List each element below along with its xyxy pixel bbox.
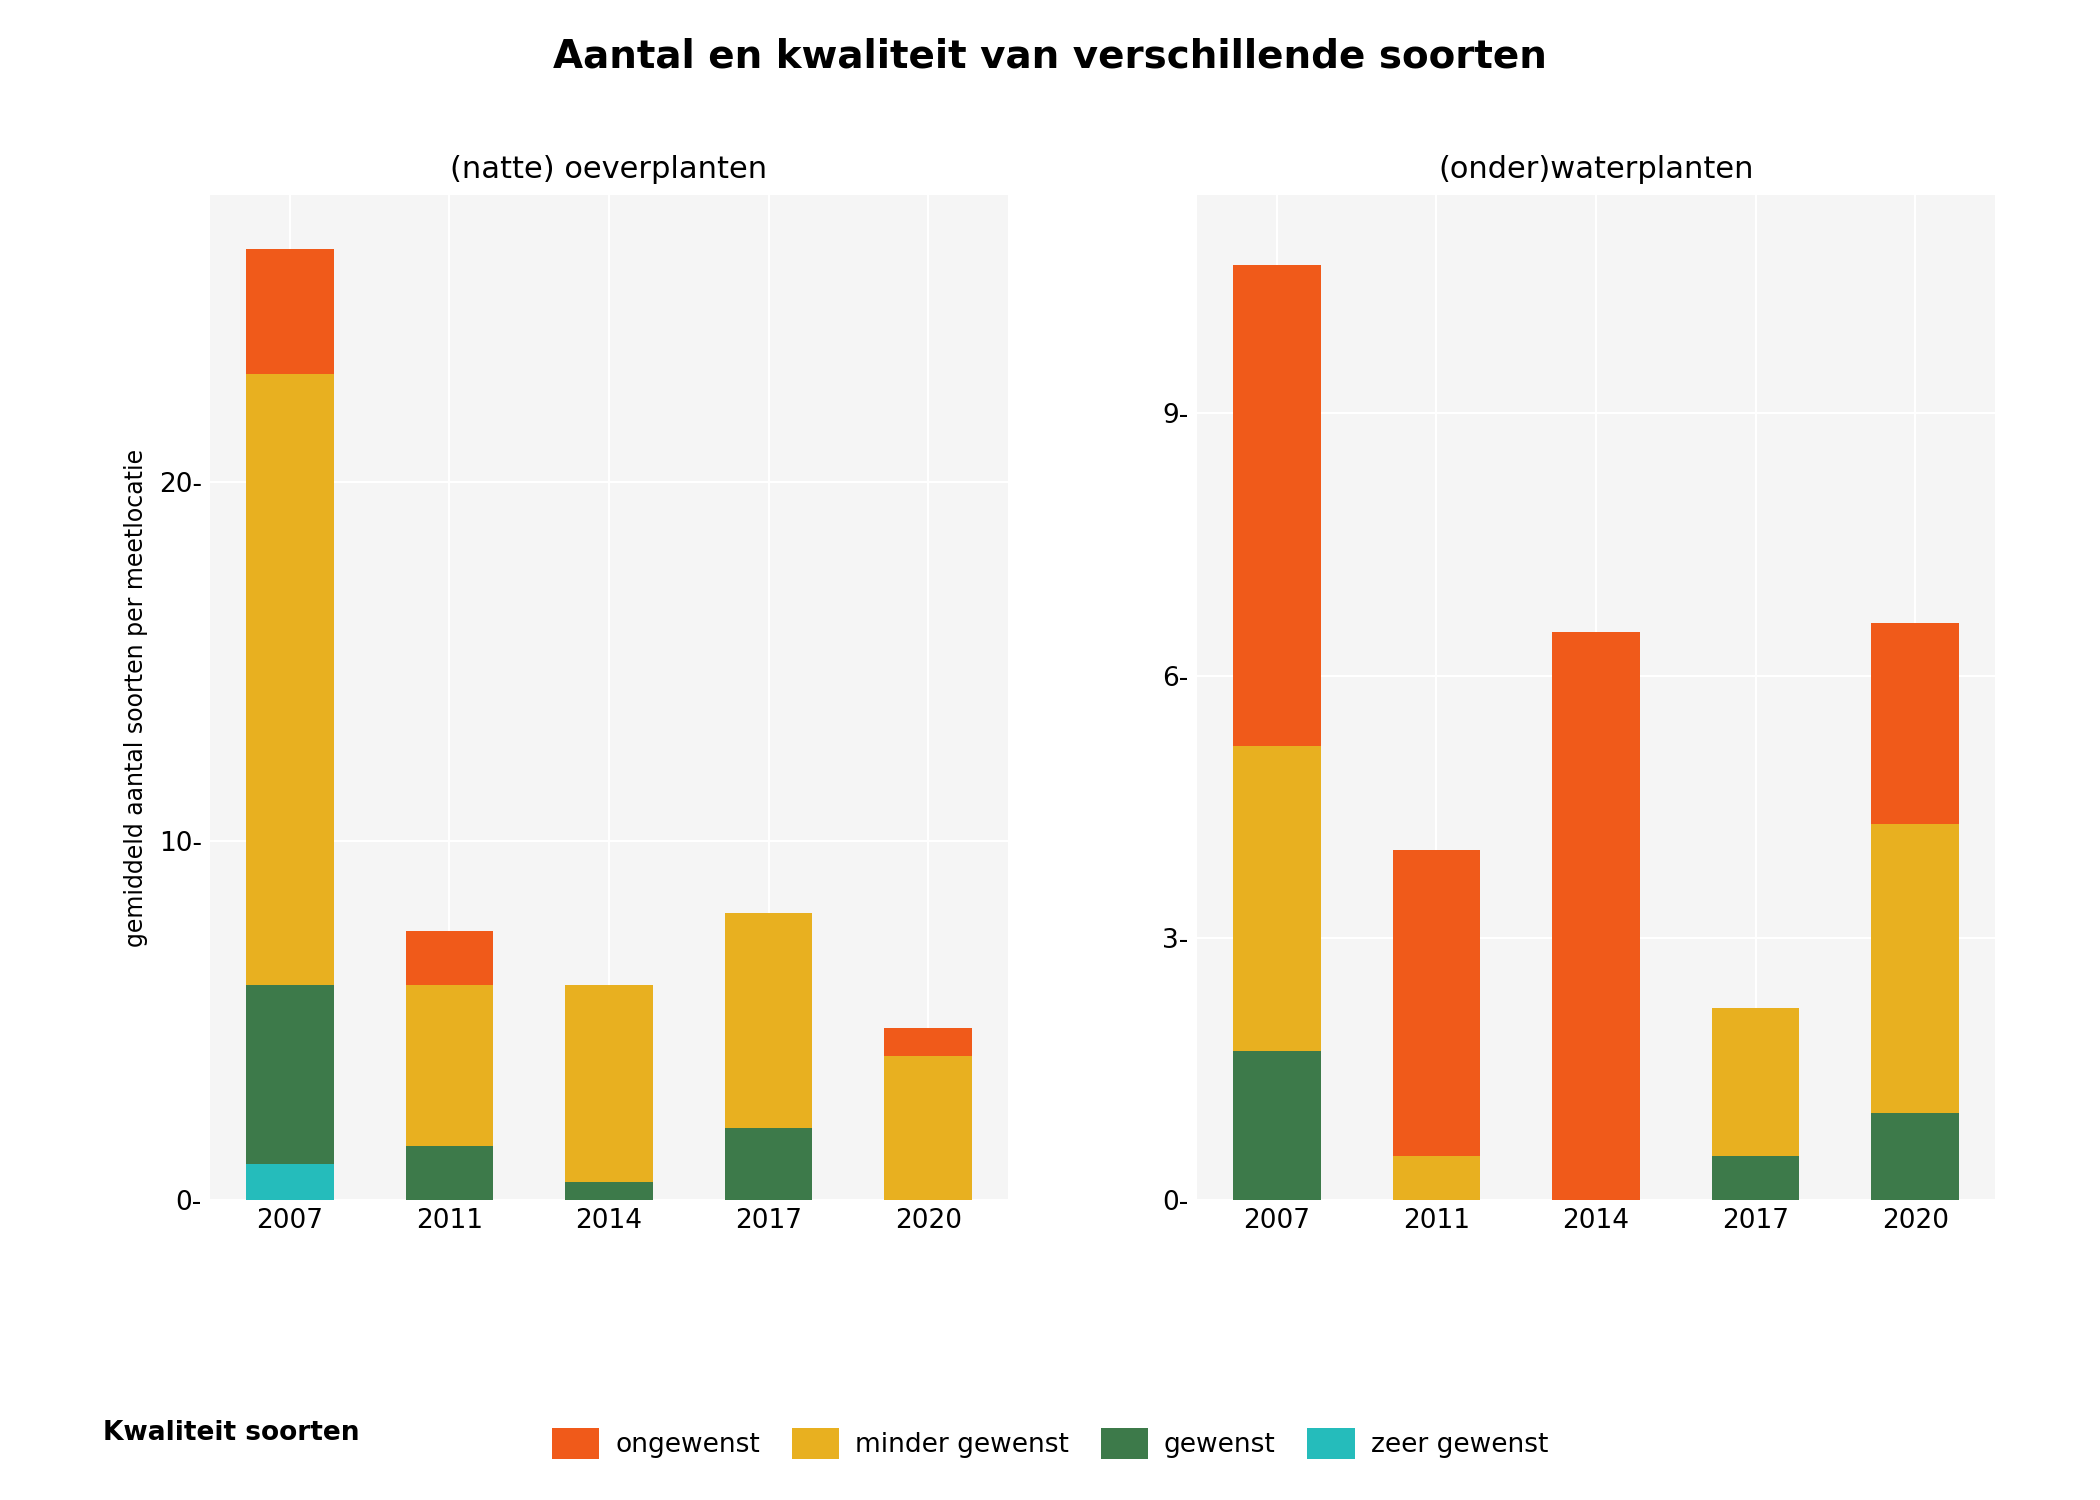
Bar — [724, 914, 813, 1128]
Bar — [1233, 266, 1321, 746]
Bar — [724, 1128, 813, 1200]
Bar — [405, 984, 494, 1146]
Bar — [565, 1182, 653, 1200]
Title: (onder)waterplanten: (onder)waterplanten — [1438, 156, 1753, 184]
Bar — [1871, 1113, 1959, 1200]
Bar — [246, 249, 334, 375]
Bar — [1712, 1008, 1800, 1156]
Bar — [1552, 632, 1640, 1200]
Bar — [246, 375, 334, 984]
Text: Kwaliteit soorten: Kwaliteit soorten — [103, 1419, 378, 1446]
Y-axis label: gemiddeld aantal soorten per meetlocatie: gemiddeld aantal soorten per meetlocatie — [124, 448, 147, 946]
Bar — [1871, 622, 1959, 824]
Bar — [1871, 824, 1959, 1113]
Legend: ongewenst, minder gewenst, gewenst, zeer gewenst: ongewenst, minder gewenst, gewenst, zeer… — [540, 1414, 1560, 1472]
Bar — [246, 984, 334, 1164]
Bar — [884, 1028, 972, 1056]
Bar — [1233, 1052, 1321, 1200]
Bar — [884, 1056, 972, 1200]
Title: (natte) oeverplanten: (natte) oeverplanten — [449, 156, 769, 184]
Bar — [565, 984, 653, 1182]
Bar — [246, 1164, 334, 1200]
Bar — [1233, 746, 1321, 1052]
Bar — [1392, 1156, 1480, 1200]
Bar — [405, 1146, 494, 1200]
Text: Aantal en kwaliteit van verschillende soorten: Aantal en kwaliteit van verschillende so… — [552, 38, 1548, 75]
Bar — [1392, 850, 1480, 1156]
Bar — [1712, 1156, 1800, 1200]
Bar — [405, 932, 494, 984]
